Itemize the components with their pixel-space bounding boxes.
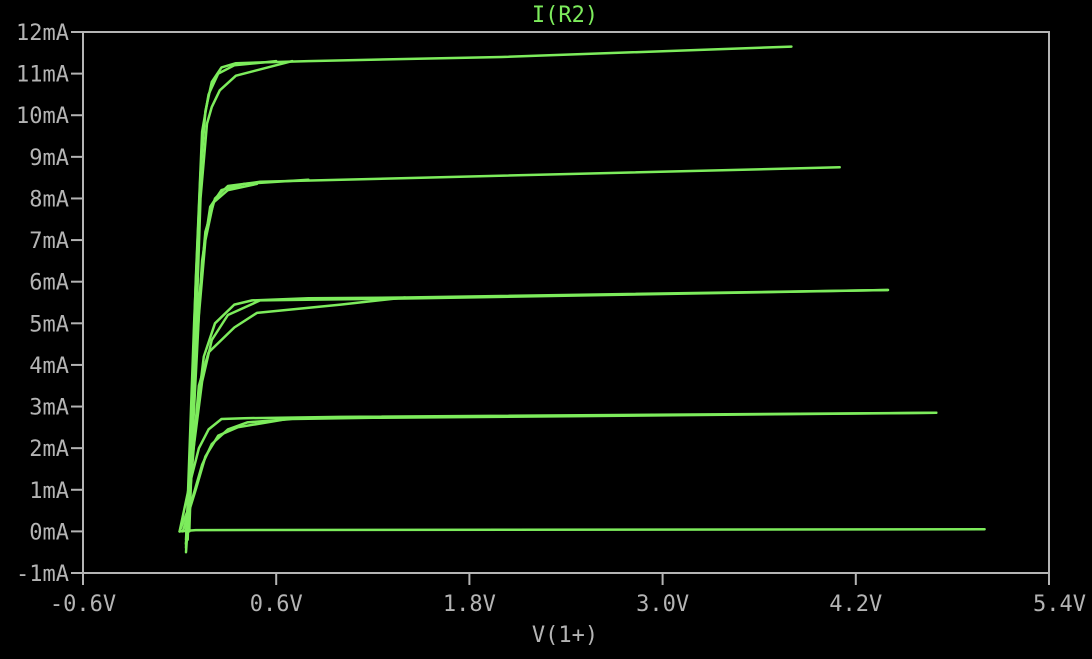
y-tick-label: 4mA — [29, 354, 69, 379]
x-tick-label: 4.2V — [829, 592, 882, 617]
x-tick-label: -0.6V — [50, 592, 116, 617]
x-axis: -0.6V 0.6V 1.8V 3.0V 4.2V 5.4V — [50, 573, 1086, 617]
y-tick-label: 6mA — [29, 271, 69, 296]
y-tick-label: 9mA — [29, 146, 69, 171]
x-tick-label: 1.8V — [443, 592, 496, 617]
plot-frame — [82, 31, 1050, 574]
y-tick-label: 0mA — [29, 520, 69, 545]
trace-line[interactable] — [181, 416, 294, 533]
x-tick-label: 0.6V — [250, 592, 303, 617]
y-axis: -1mA 0mA 1mA 2mA 3mA 4mA 5mA 6mA 7mA 8mA 9mA 10mA 11… — [16, 21, 83, 587]
y-tick-label: 10mA — [16, 104, 69, 129]
trace-line[interactable] — [186, 182, 259, 533]
y-tick-label: 3mA — [29, 396, 69, 421]
y-tick-label: -1mA — [16, 562, 69, 587]
x-tick-label: 3.0V — [636, 592, 689, 617]
y-tick-label: 12mA — [16, 21, 69, 46]
y-tick-label: 7mA — [29, 229, 69, 254]
x-axis-label[interactable]: V(1+) — [532, 623, 598, 648]
chart-title[interactable]: I(R2) — [532, 3, 598, 28]
trace-line[interactable] — [186, 59, 278, 541]
y-tick-label: 11mA — [16, 63, 69, 88]
y-tick-label: 8mA — [29, 187, 69, 212]
trace-line[interactable] — [188, 59, 294, 533]
y-tick-label: 1mA — [29, 479, 69, 504]
x-tick-label: 5.4V — [1033, 592, 1086, 617]
trace-group — [178, 45, 986, 554]
y-tick-label: 5mA — [29, 312, 69, 337]
trace-line[interactable] — [184, 296, 407, 533]
y-tick-label: 2mA — [29, 437, 69, 462]
